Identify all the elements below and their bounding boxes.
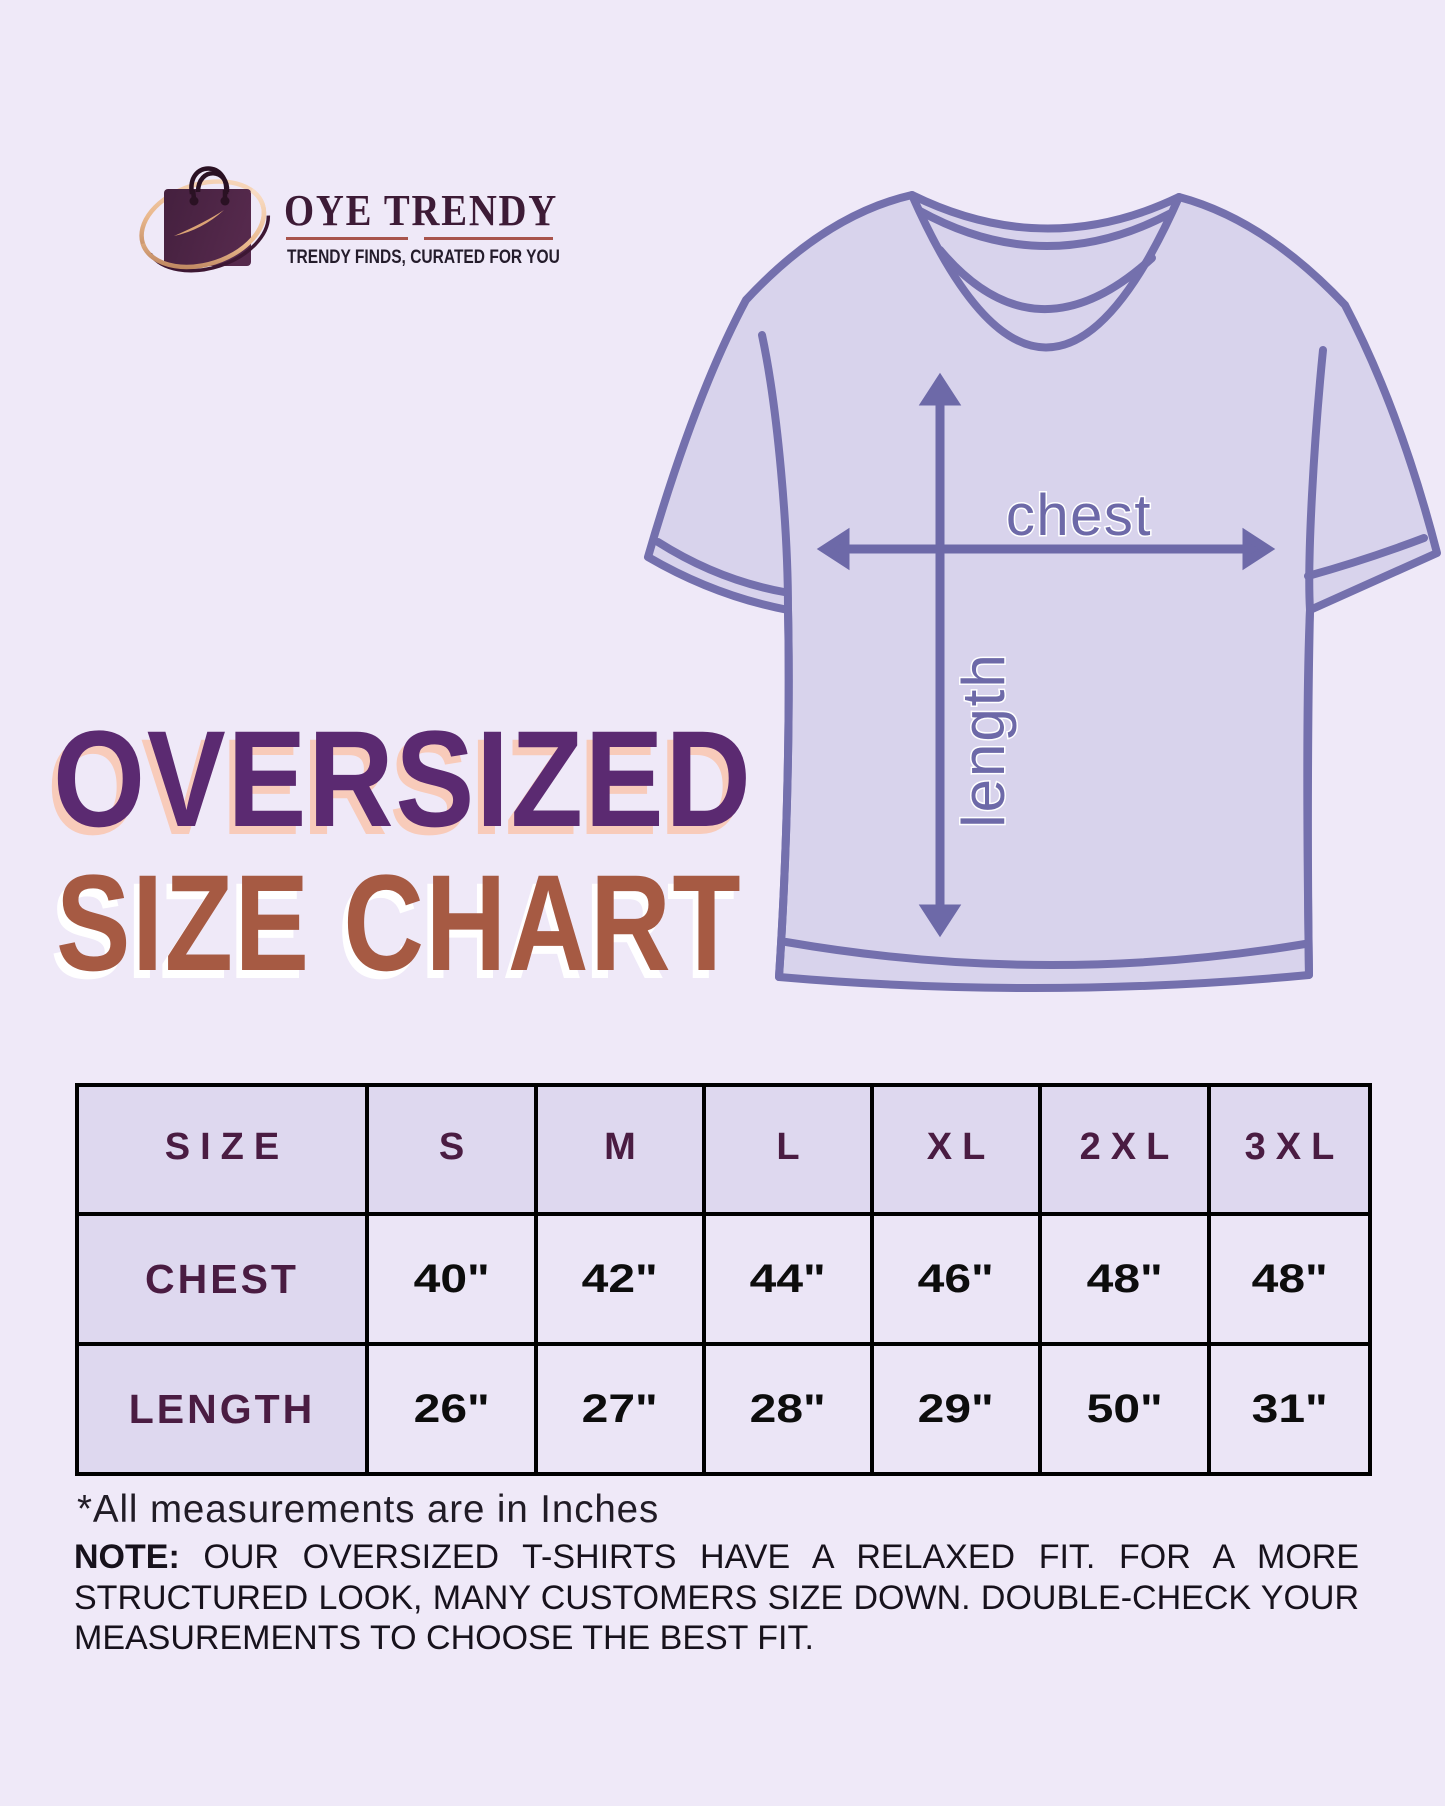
svg-text:length: length (950, 652, 1017, 827)
svg-text:chest: chest (1006, 483, 1152, 548)
